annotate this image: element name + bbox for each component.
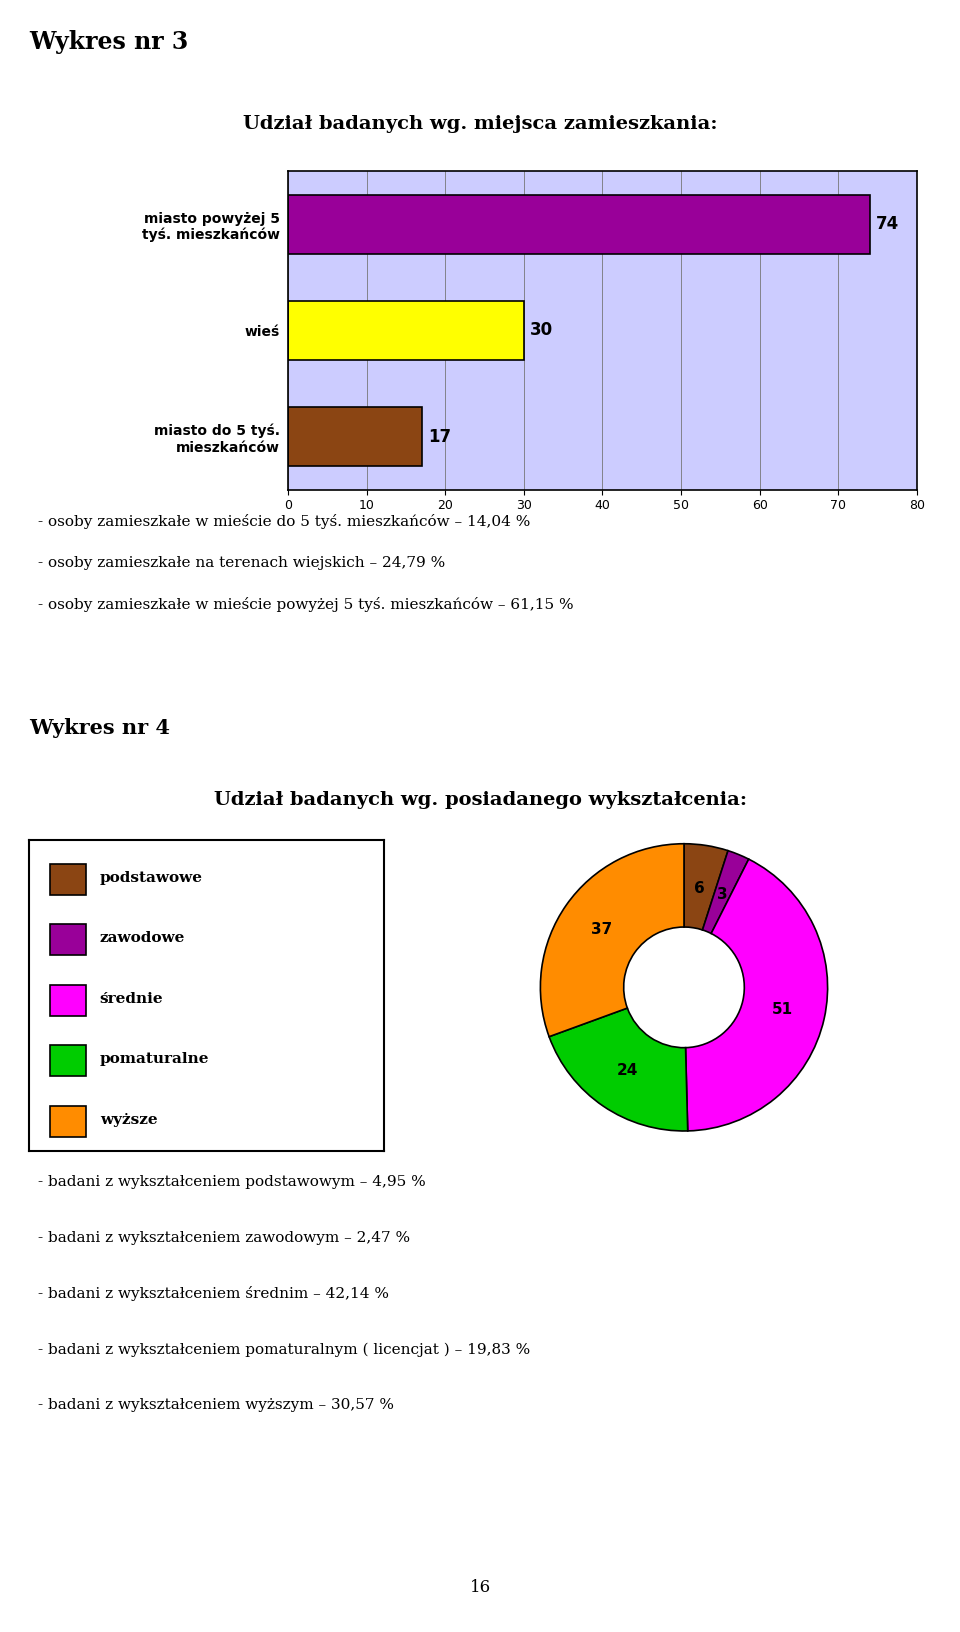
Text: Udział badanych wg. posiadanego wykształcenia:: Udział badanych wg. posiadanego wykształ…: [213, 790, 747, 809]
Bar: [50, 984, 85, 1015]
Text: - osoby zamieszkałe w mieście powyżej 5 tyś. mieszkańców – 61,15 %: - osoby zamieszkałe w mieście powyżej 5 …: [37, 597, 573, 612]
Wedge shape: [540, 844, 684, 1036]
Wedge shape: [685, 858, 828, 1131]
Bar: [50, 1044, 85, 1075]
Text: 6: 6: [694, 881, 705, 896]
Text: zawodowe: zawodowe: [100, 932, 185, 945]
Text: - badani z wykształceniem podstawowym – 4,95 %: - badani z wykształceniem podstawowym – …: [37, 1175, 425, 1190]
Text: 16: 16: [469, 1578, 491, 1596]
Text: 37: 37: [591, 922, 612, 937]
Text: pomaturalne: pomaturalne: [100, 1053, 209, 1066]
Text: 30: 30: [530, 322, 553, 339]
Text: Wykres nr 4: Wykres nr 4: [29, 718, 170, 738]
Text: 74: 74: [876, 215, 900, 233]
Text: 51: 51: [772, 1002, 793, 1017]
Text: podstawowe: podstawowe: [100, 871, 203, 885]
Wedge shape: [684, 844, 728, 930]
Bar: [50, 1105, 85, 1136]
Text: Udział badanych wg. miejsca zamieszkania:: Udział badanych wg. miejsca zamieszkania…: [243, 114, 717, 134]
Bar: [288, 408, 421, 465]
Text: wyższe: wyższe: [100, 1113, 157, 1126]
Text: średnie: średnie: [100, 992, 163, 1005]
Text: - badani z wykształceniem wyższym – 30,57 %: - badani z wykształceniem wyższym – 30,5…: [37, 1397, 394, 1412]
Text: - badani z wykształceniem średnim – 42,14 %: - badani z wykształceniem średnim – 42,1…: [37, 1286, 389, 1301]
Wedge shape: [549, 1009, 687, 1131]
Bar: [288, 196, 870, 253]
Text: 3: 3: [717, 886, 728, 902]
Bar: [50, 924, 85, 955]
Bar: [288, 302, 524, 359]
Text: - badani z wykształceniem zawodowym – 2,47 %: - badani z wykształceniem zawodowym – 2,…: [37, 1231, 410, 1245]
Bar: [50, 863, 85, 894]
Wedge shape: [703, 850, 749, 934]
Text: Wykres nr 3: Wykres nr 3: [29, 31, 188, 54]
Text: - osoby zamieszkałe w mieście do 5 tyś. mieszkańców – 14,04 %: - osoby zamieszkałe w mieście do 5 tyś. …: [37, 514, 530, 529]
Text: - badani z wykształceniem pomaturalnym ( licencjat ) – 19,83 %: - badani z wykształceniem pomaturalnym (…: [37, 1342, 530, 1356]
Text: - osoby zamieszkałe na terenach wiejskich – 24,79 %: - osoby zamieszkałe na terenach wiejskic…: [37, 555, 445, 570]
Text: 24: 24: [616, 1062, 638, 1079]
Text: 17: 17: [428, 428, 451, 446]
